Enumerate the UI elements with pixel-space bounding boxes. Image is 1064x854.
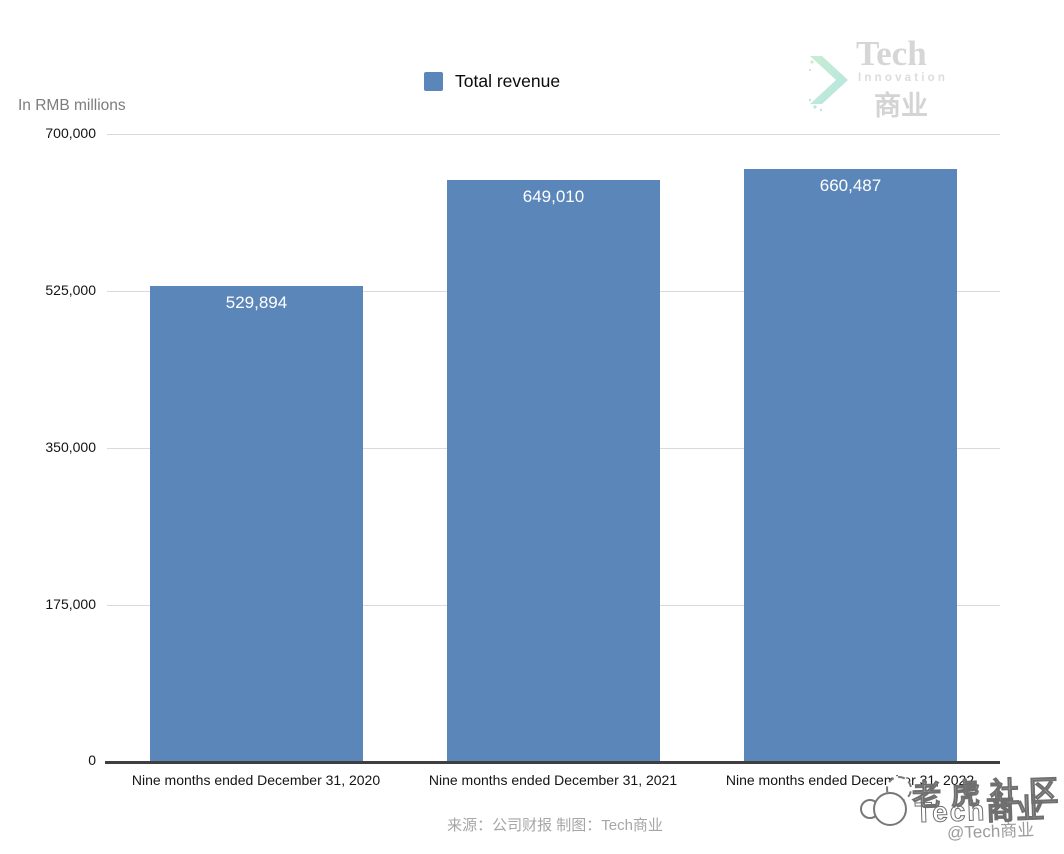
- x-axis-line: [105, 761, 1000, 764]
- y-tick-label: 175,000: [45, 596, 96, 612]
- x-tick-label-2021: Nine months ended December 31, 2021: [428, 772, 678, 788]
- y-tick-label: 350,000: [45, 439, 96, 455]
- logo-text-shangye: 商业: [874, 91, 928, 121]
- bar-2022: 660,487: [744, 169, 957, 761]
- legend-swatch-total-revenue: [424, 72, 443, 91]
- logo-text-innovation: Innovation: [858, 72, 949, 84]
- y-tick-label: 0: [88, 752, 96, 768]
- legend: Total revenue: [424, 71, 560, 92]
- bar-value-label: 649,010: [522, 187, 585, 206]
- legend-label: Total revenue: [455, 71, 561, 91]
- bar-value-label: 529,894: [225, 293, 288, 312]
- bar-2021: 649,010: [447, 180, 660, 761]
- x-tick-label-2022: Nine months ended December 31, 2022: [725, 772, 975, 788]
- y-tick-label: 700,000: [45, 125, 96, 141]
- gridline-700000: [107, 134, 1000, 135]
- source-caption: 来源：公司财报 制图：Tech商业: [447, 817, 663, 834]
- x-tick-label-2020: Nine months ended December 31, 2020: [131, 772, 381, 788]
- bar-2020: 529,894: [150, 286, 363, 761]
- logo-text-tech: Tech: [856, 34, 927, 73]
- y-axis-units-label: In RMB millions: [18, 97, 126, 114]
- watermark-handle: @Tech商业: [946, 820, 1035, 843]
- chevron-arrow-icon: [808, 55, 848, 112]
- bar-value-label: 660,487: [819, 176, 882, 195]
- y-tick-label: 525,000: [45, 282, 96, 298]
- brand-logo: Tech Innovation 商业: [800, 30, 1000, 122]
- watermark-mascot-icon: [873, 792, 907, 826]
